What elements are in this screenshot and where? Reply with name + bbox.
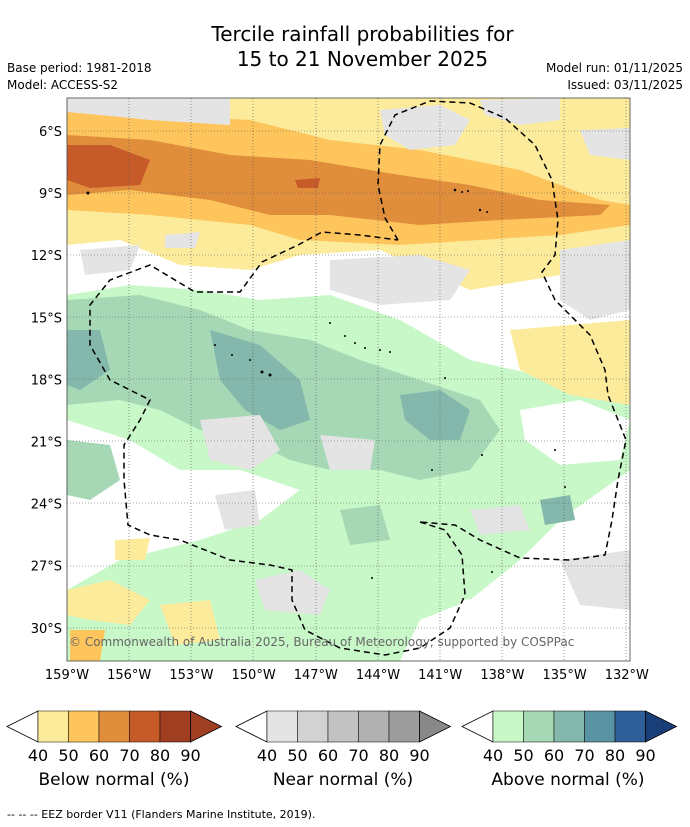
legend-swatch xyxy=(358,710,390,743)
legend-tick: 90 xyxy=(635,746,655,765)
lat-label: 6°S xyxy=(39,125,62,140)
legend-label-above: Above normal (%) xyxy=(491,770,645,790)
legend-swatch xyxy=(388,710,420,743)
lon-label: 135°W xyxy=(543,668,587,683)
lat-label: 12°S xyxy=(31,249,62,264)
issued-date: Issued: 03/11/2025 xyxy=(567,78,683,92)
legend-tick: 80 xyxy=(379,746,399,765)
legend-tick: 60 xyxy=(318,746,338,765)
legend-tick: 90 xyxy=(409,746,429,765)
base-period: Base period: 1981-2018 xyxy=(7,61,152,75)
lat-label: 18°S xyxy=(31,373,62,388)
title-line-2: 15 to 21 November 2025 xyxy=(236,47,489,71)
model-name: Model: ACCESS-S2 xyxy=(7,78,119,92)
footnote: -- -- -- EEZ border V11 (Flanders Marine… xyxy=(7,808,316,821)
legend-label-below: Below normal (%) xyxy=(38,770,190,790)
legend-left-arrow xyxy=(461,710,494,743)
lat-label: 27°S xyxy=(31,560,62,575)
islands xyxy=(86,188,566,579)
legend-tick: 80 xyxy=(605,746,625,765)
lat-label: 9°S xyxy=(39,187,62,202)
legend-swatch xyxy=(159,710,191,743)
meta-right: Model run: 01/11/2025 Issued: 03/11/2025 xyxy=(546,60,683,94)
legend-swatch xyxy=(523,710,555,743)
page-title: Tercile rainfall probabilities for 15 to… xyxy=(0,22,690,72)
legend-tick: 60 xyxy=(544,746,564,765)
legend-tick: 80 xyxy=(150,746,170,765)
legend-swatch xyxy=(129,710,161,743)
legend-swatch xyxy=(614,710,646,743)
legend-swatch xyxy=(266,710,298,743)
lat-label: 21°S xyxy=(31,436,62,451)
lon-label: 159°W xyxy=(45,668,89,683)
lon-label: 156°W xyxy=(107,668,151,683)
legend-swatch xyxy=(584,710,616,743)
lon-labels: 159°W 156°W 153°W 150°W 147°W 144°W 141°W 138°W… xyxy=(45,668,649,683)
legend-left-arrow xyxy=(235,710,268,743)
legends: 40 50 60 70 80 90 40 50 60 70 80 90 40 50 60 70 80 90 xyxy=(6,710,678,765)
lon-label: 141°W xyxy=(418,668,462,683)
meta-left: Base period: 1981-2018 Model: ACCESS-S2 xyxy=(7,60,152,94)
lat-labels: 6°S 9°S 12°S 15°S 18°S 21°S 24°S 27°S 30°S xyxy=(31,125,62,637)
legend-swatch xyxy=(68,710,100,743)
legend-swatch xyxy=(297,710,329,743)
legend-tick: 60 xyxy=(89,746,109,765)
legend-right-arrow xyxy=(190,710,223,743)
legend-label-near: Near normal (%) xyxy=(272,770,414,790)
lon-label: 147°W xyxy=(294,668,338,683)
copyright-text: © Commonwealth of Australia 2025, Bureau… xyxy=(69,635,574,649)
title-line-1: Tercile rainfall probabilities for xyxy=(211,22,514,46)
legend-colorbar: 40 50 60 70 80 90 xyxy=(235,710,452,765)
map-frame xyxy=(66,97,631,662)
lon-label: 150°W xyxy=(232,668,276,683)
legend-swatch xyxy=(492,710,524,743)
gridlines xyxy=(66,98,630,661)
legend-tick: 90 xyxy=(180,746,200,765)
legend-tick: 40 xyxy=(28,746,48,765)
lon-label: 138°W xyxy=(480,668,524,683)
legend-tick: 70 xyxy=(348,746,368,765)
legend-tick: 70 xyxy=(119,746,139,765)
lon-label: 144°W xyxy=(356,668,400,683)
legend-swatch xyxy=(37,710,69,743)
eez-borders xyxy=(89,100,627,656)
legend-tick: 70 xyxy=(574,746,594,765)
legend-tick: 40 xyxy=(257,746,277,765)
model-run: Model run: 01/11/2025 xyxy=(545,61,683,75)
legend-left-arrow xyxy=(6,710,39,743)
legend-tick: 40 xyxy=(483,746,503,765)
lat-label: 15°S xyxy=(31,311,62,326)
legend-colorbar: 40 50 60 70 80 90 xyxy=(6,710,223,765)
legend-tick: 50 xyxy=(58,746,78,765)
legend-tick: 50 xyxy=(513,746,533,765)
lat-label: 24°S xyxy=(31,498,62,513)
lon-label: 153°W xyxy=(169,668,213,683)
lat-label: 30°S xyxy=(31,622,62,637)
lon-label: 132°W xyxy=(605,668,649,683)
legend-right-arrow xyxy=(645,710,678,743)
legend-right-arrow xyxy=(419,710,452,743)
legend-colorbar: 40 50 60 70 80 90 xyxy=(461,710,678,765)
legend-swatch xyxy=(98,710,130,743)
legend-tick: 50 xyxy=(287,746,307,765)
legend-swatch xyxy=(327,710,359,743)
legend-swatch xyxy=(553,710,585,743)
map-field xyxy=(67,98,630,661)
